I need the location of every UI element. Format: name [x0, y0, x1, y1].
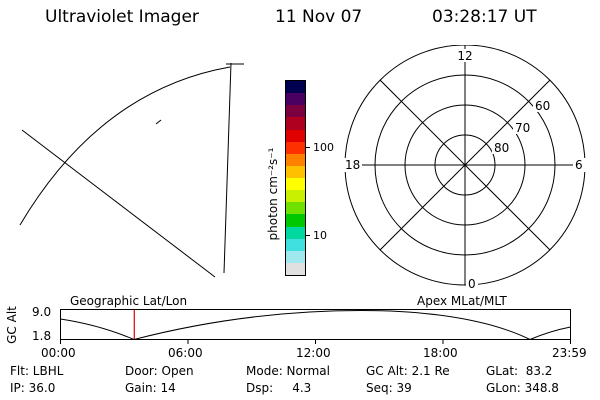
- polar-label-bg-80: [492, 141, 511, 154]
- orbit-xlabel-1: 06:00: [168, 346, 203, 360]
- orbit-xlabel-3: 18:00: [423, 346, 458, 360]
- orbit-ytick-bottom: 1.8: [32, 329, 52, 343]
- polar-label-60: 60: [535, 99, 550, 113]
- colorbar-band: [286, 238, 305, 251]
- colorbar-band: [286, 129, 305, 142]
- orbit-xlabel-0: 00:00: [41, 346, 76, 360]
- status-dsp: Dsp: 4.3: [246, 381, 312, 395]
- status-seq: Seq: 39: [366, 381, 412, 395]
- status-gc-alt: GC Alt: 2.1 Re: [366, 364, 450, 378]
- colorbar-band: [286, 105, 305, 118]
- orbit-xlabel-2: 12:00: [296, 346, 331, 360]
- orbit-altitude-plot: [60, 309, 571, 344]
- status-door: Door: Open: [125, 364, 194, 378]
- polar-label-80: 80: [494, 141, 509, 155]
- colorbar-label-100: 100: [313, 141, 334, 154]
- status-filter: Flt: LBHL: [10, 364, 64, 378]
- polar-label-18: 18: [345, 158, 360, 172]
- colorbar-band: [286, 250, 305, 263]
- polar-label-bg-60: [533, 99, 552, 112]
- colorbar-band: [286, 141, 305, 154]
- map-grid-line: [21, 129, 216, 278]
- colorbar-band: [286, 93, 305, 106]
- orbit-left-title: Geographic Lat/Lon: [70, 294, 188, 308]
- instrument-title: Ultraviolet Imager: [45, 7, 199, 27]
- colorbar-band: [286, 153, 305, 166]
- orbit-axis-title: GC Alt: [5, 306, 19, 344]
- polar-label-bg-0: [466, 277, 478, 289]
- status-glat: GLat: 83.2: [486, 364, 553, 378]
- polar-label-bg-18: [342, 158, 362, 172]
- colorbar-band: [286, 190, 305, 203]
- polar-label-bg-70: [513, 121, 532, 134]
- polar-diagonal-2: [379, 79, 551, 251]
- polar-label-6: 6: [575, 158, 583, 172]
- polar-label-12: 12: [457, 49, 472, 63]
- polar-label-0: 0: [468, 277, 476, 290]
- colorbar-band: [286, 165, 305, 178]
- colorbar-label-10: 10: [313, 229, 327, 242]
- orbit-plot-frame: [60, 309, 571, 340]
- polar-plot: 12 18 6 0 60 70 80: [342, 45, 587, 290]
- polar-label-70: 70: [515, 121, 530, 135]
- status-ip: IP: 36.0: [10, 381, 56, 395]
- colorbar-tick-10: [306, 235, 310, 236]
- status-gain: Gain: 14: [125, 381, 176, 395]
- polar-label-bg-6: [573, 158, 587, 172]
- colorbar-unit-label: photon cm⁻²s⁻¹: [266, 147, 280, 241]
- color-scale-bar: [285, 80, 306, 276]
- colorbar-band: [286, 262, 305, 275]
- colorbar-band: [286, 81, 305, 94]
- orbit-ytick-top: 9.0: [32, 305, 52, 319]
- colorbar-band: [286, 214, 305, 227]
- colorbar-band: [286, 117, 305, 130]
- orbit-altitude-curve: [60, 310, 571, 341]
- colorbar-band: [286, 202, 305, 215]
- status-mode: Mode: Normal: [246, 364, 330, 378]
- polar-label-bg-12: [455, 49, 475, 62]
- status-glon: GLon: 348.8: [486, 381, 559, 395]
- time-label: 03:28:17 UT: [432, 7, 537, 27]
- colorbar-tick-100: [306, 147, 310, 148]
- map-boundary-arc: [19, 66, 231, 226]
- orbit-right-title: Apex MLat/MLT: [417, 294, 507, 308]
- orbit-xlabel-4: 23:59: [552, 346, 587, 360]
- date-label: 11 Nov 07: [275, 7, 363, 27]
- geographic-map: [19, 62, 244, 278]
- map-coast-fragment: [155, 119, 162, 125]
- colorbar-band: [286, 178, 305, 191]
- map-limb-line: [223, 62, 232, 274]
- colorbar-band: [286, 226, 305, 239]
